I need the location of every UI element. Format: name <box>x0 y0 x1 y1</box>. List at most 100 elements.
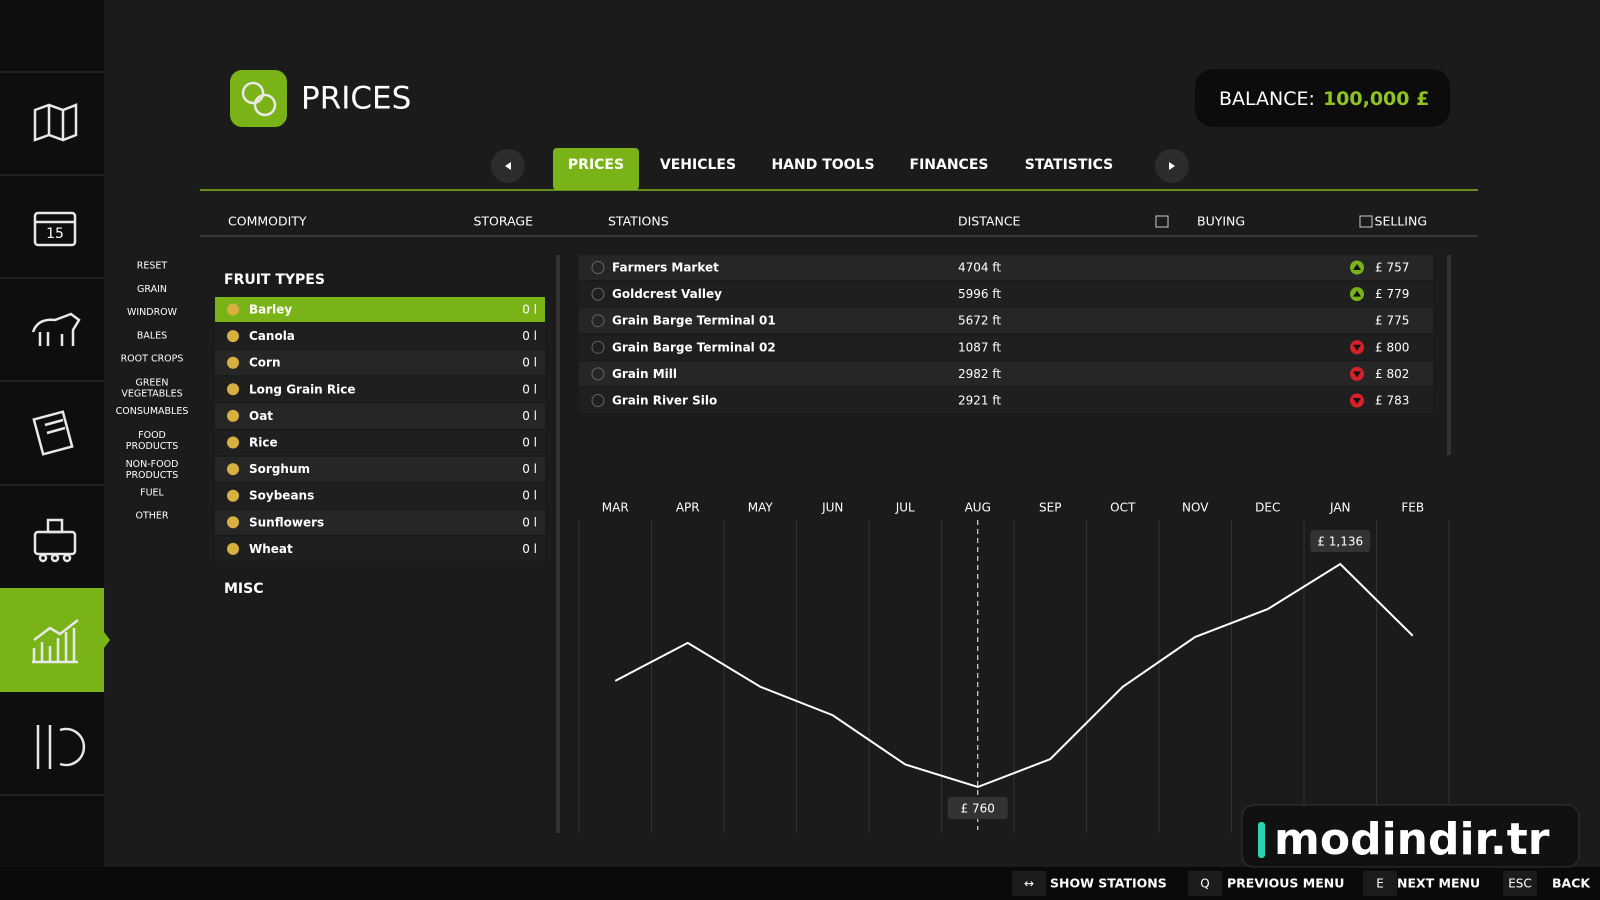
commodity-row[interactable] <box>215 430 545 455</box>
tab[interactable]: FINANCES <box>910 157 989 173</box>
station-distance: 2982 ft <box>958 367 1001 381</box>
station-row[interactable] <box>579 308 1433 334</box>
month-label: FEB <box>1401 501 1424 515</box>
trend-arrow <box>1353 371 1361 378</box>
commodity-row[interactable] <box>215 456 545 482</box>
filter[interactable]: ROOT CROPS <box>121 354 184 365</box>
tab[interactable]: STATISTICS <box>1025 157 1114 173</box>
trend-arrow <box>1353 264 1361 270</box>
tab[interactable]: HAND TOOLS <box>771 157 874 173</box>
tab[interactable]: PRICES <box>568 157 624 173</box>
month-label: APR <box>676 501 700 515</box>
station-row[interactable] <box>579 255 1433 280</box>
station-row[interactable] <box>579 281 1433 307</box>
column-header: STORAGE <box>473 214 533 229</box>
balance-caption: BALANCE: <box>1219 88 1315 110</box>
station-price: £ 800 <box>1375 340 1409 354</box>
column-header: DISTANCE <box>958 214 1021 229</box>
commodity-name: Canola <box>249 329 295 343</box>
tab-active[interactable] <box>553 148 639 190</box>
commodity-name: Rice <box>249 436 278 450</box>
column-header: COMMODITY <box>228 214 307 229</box>
tab[interactable]: VEHICLES <box>660 157 736 173</box>
station-name: Grain Barge Terminal 01 <box>612 314 776 328</box>
value-label-box <box>947 797 1008 819</box>
station-distance: 5672 ft <box>958 314 1001 328</box>
trend-arrow <box>1353 290 1361 297</box>
commodity-row[interactable] <box>215 509 545 535</box>
commodity-icon <box>227 542 239 555</box>
filter[interactable]: WINDROW <box>127 307 178 318</box>
commodity-row[interactable] <box>215 323 545 349</box>
footer-action[interactable]: NEXT MENU <box>1397 876 1480 891</box>
footer-action[interactable]: SHOW STATIONS <box>1050 876 1167 891</box>
commodity-row[interactable] <box>215 297 545 322</box>
station-row[interactable] <box>579 388 1433 413</box>
footer-action[interactable]: PREVIOUS MENU <box>1227 876 1344 891</box>
commodity-storage: 0 l <box>522 462 537 476</box>
month-label: OCT <box>1110 501 1136 515</box>
watermark-bar <box>1258 822 1265 858</box>
commodity-storage: 0 l <box>522 382 537 396</box>
station-price: £ 779 <box>1375 287 1409 301</box>
station-name: Goldcrest Valley <box>612 287 722 301</box>
sidebar-active[interactable] <box>0 588 104 692</box>
filter[interactable]: FOOD PRODUCTS <box>126 429 179 451</box>
commodity-icon <box>227 463 239 476</box>
commodity-storage: 0 l <box>522 542 537 556</box>
commodity-storage: 0 l <box>522 515 537 529</box>
footer-bar <box>0 867 1600 900</box>
commodity-row[interactable] <box>215 403 545 429</box>
station-distance: 2921 ft <box>958 394 1001 408</box>
commodity-name: Oat <box>249 409 273 423</box>
sidebar-icons: 15 <box>31 103 86 769</box>
commodity-storage: 0 l <box>522 489 537 503</box>
commodity-row[interactable] <box>215 350 545 376</box>
commodity-storage: 0 l <box>522 303 537 317</box>
footer-action[interactable]: BACK <box>1552 876 1591 891</box>
commodity-row[interactable] <box>215 376 545 402</box>
cart-icon <box>1359 215 1373 228</box>
station-price: £ 802 <box>1375 367 1409 381</box>
commodity-row[interactable] <box>215 483 545 509</box>
filter[interactable]: GREEN VEGETABLES <box>121 377 182 399</box>
filter[interactable]: OTHER <box>135 511 168 522</box>
key-box <box>1503 871 1537 896</box>
tab-next-arrow <box>1169 162 1175 170</box>
commodity-name: Barley <box>249 303 292 317</box>
month-label: MAY <box>748 501 774 515</box>
svg-text:15: 15 <box>46 226 64 242</box>
station-icon <box>591 340 605 354</box>
station-row[interactable] <box>579 361 1433 387</box>
balance-value: 100,000 £ <box>1323 88 1429 110</box>
filter[interactable]: RESET <box>137 261 168 272</box>
commodity-icon <box>227 409 239 422</box>
value-label: £ 1,136 <box>1317 535 1363 549</box>
commodity-icon <box>227 356 239 369</box>
commodity-row[interactable] <box>215 536 545 562</box>
key: E <box>1376 877 1384 891</box>
station-name: Grain Mill <box>612 367 677 381</box>
filter[interactable]: FUEL <box>140 487 164 498</box>
header-coins <box>241 81 277 117</box>
commodity-icon <box>227 383 239 396</box>
filter[interactable]: BALES <box>137 330 167 341</box>
month-label: JAN <box>1329 501 1351 515</box>
filter[interactable]: GRAIN <box>137 284 167 295</box>
column-header: SELLING <box>1375 214 1427 229</box>
commodity-storage: 0 l <box>522 329 537 343</box>
station-icon <box>591 287 605 301</box>
tab-prev-arrow <box>505 162 511 170</box>
key: ESC <box>1508 877 1532 891</box>
watermark: modindir.tr <box>1274 814 1550 865</box>
section-title: MISC <box>224 581 264 597</box>
commodity-name: Sorghum <box>249 462 310 476</box>
station-icon <box>591 314 605 328</box>
filter[interactable]: CONSUMABLES <box>116 406 189 417</box>
station-row[interactable] <box>579 334 1433 360</box>
commodity-storage: 0 l <box>522 436 537 450</box>
filter[interactable]: NON-FOOD PRODUCTS <box>126 458 179 480</box>
station-distance: 5996 ft <box>958 287 1001 301</box>
